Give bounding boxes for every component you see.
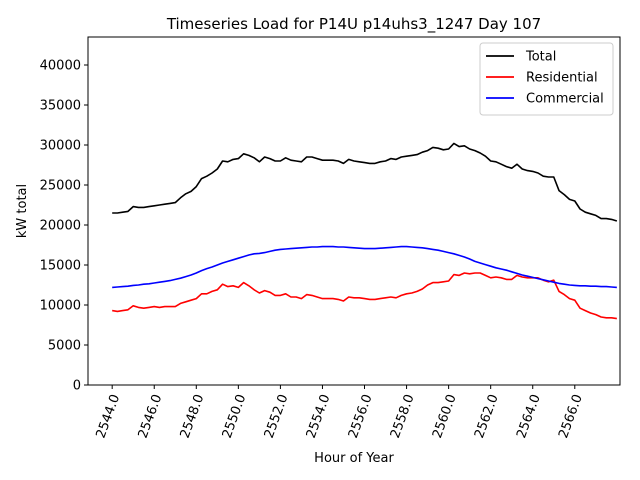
chart-title: Timeseries Load for P14U p14uhs3_1247 Da… xyxy=(166,15,541,34)
series-layer xyxy=(112,142,618,320)
legend-label-residential: Residential xyxy=(526,71,598,86)
legend-box xyxy=(479,42,614,116)
y-tick-label: 40000 xyxy=(40,59,81,74)
series-line-total xyxy=(112,142,618,222)
y-tick-label: 20000 xyxy=(40,219,81,234)
legend-label-commercial: Commercial xyxy=(526,92,604,107)
y-tick-label: 15000 xyxy=(40,259,81,274)
y-tick-label: 0 xyxy=(73,379,81,394)
legend: Total Residential Commercial xyxy=(479,42,614,116)
axes-frame xyxy=(87,36,621,386)
series-line-commercial xyxy=(112,245,617,289)
y-tick-label: 35000 xyxy=(40,99,81,114)
y-tick-label: 30000 xyxy=(40,139,81,154)
y-tick-label: 5000 xyxy=(48,339,81,354)
y-tick-label: 10000 xyxy=(40,299,81,314)
legend-label-total: Total xyxy=(525,50,556,65)
x-axis-label: Hour of Year xyxy=(314,451,394,466)
y-tick-label: 25000 xyxy=(40,179,81,194)
y-axis: 0 5000 10000 15000 20000 25000 30000 35000 40000 xyxy=(40,59,88,394)
y-axis-label: kW total xyxy=(15,184,30,238)
